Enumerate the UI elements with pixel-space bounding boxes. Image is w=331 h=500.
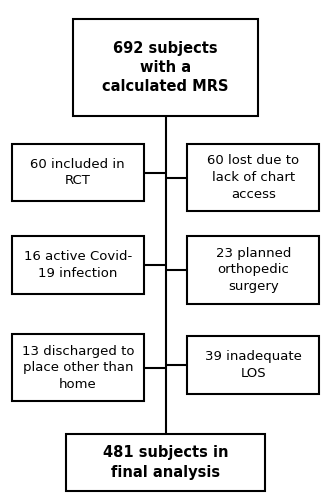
- Text: 39 inadequate
LOS: 39 inadequate LOS: [205, 350, 302, 380]
- FancyBboxPatch shape: [187, 236, 319, 304]
- FancyBboxPatch shape: [12, 236, 144, 294]
- FancyBboxPatch shape: [12, 334, 144, 401]
- FancyBboxPatch shape: [187, 336, 319, 394]
- Text: 16 active Covid-
19 infection: 16 active Covid- 19 infection: [24, 250, 132, 280]
- Text: 692 subjects
with a
calculated MRS: 692 subjects with a calculated MRS: [102, 41, 229, 94]
- Text: 60 included in
RCT: 60 included in RCT: [30, 158, 125, 187]
- FancyBboxPatch shape: [73, 19, 258, 116]
- Text: 23 planned
orthopedic
surgery: 23 planned orthopedic surgery: [215, 247, 291, 293]
- Text: 13 discharged to
place other than
home: 13 discharged to place other than home: [22, 344, 134, 391]
- Text: 481 subjects in
final analysis: 481 subjects in final analysis: [103, 446, 228, 480]
- FancyBboxPatch shape: [66, 434, 265, 491]
- Text: 60 lost due to
lack of chart
access: 60 lost due to lack of chart access: [207, 154, 299, 200]
- FancyBboxPatch shape: [187, 144, 319, 211]
- FancyBboxPatch shape: [12, 144, 144, 201]
